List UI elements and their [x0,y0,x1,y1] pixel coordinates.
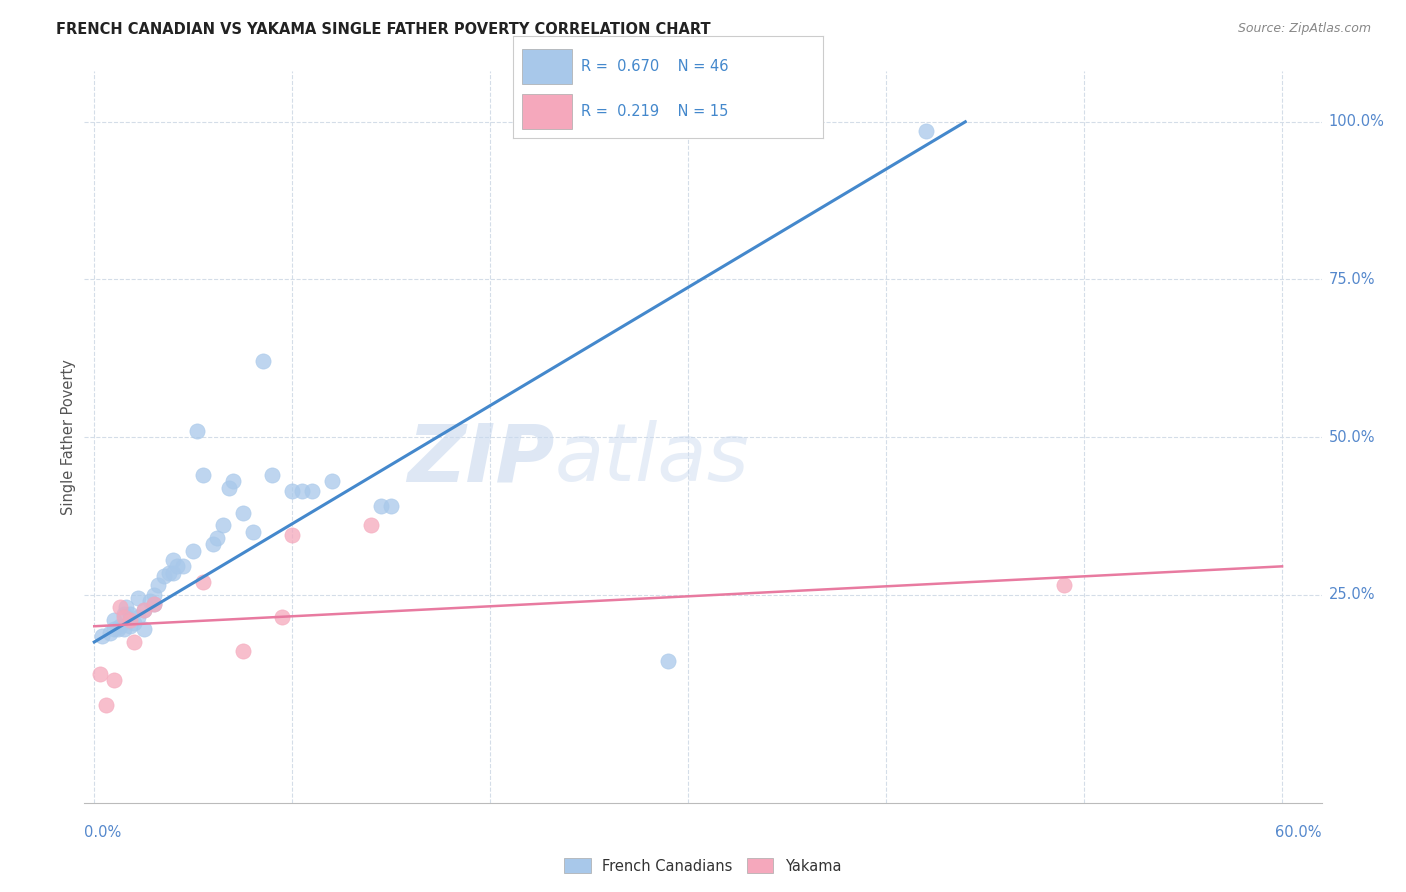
Point [103,613,125,627]
Point [186,424,208,438]
Point [159,566,181,580]
Point [202,537,225,551]
Text: atlas: atlas [554,420,749,498]
Point [252,354,274,368]
Point [657,654,679,668]
Text: 25.0%: 25.0% [1329,587,1375,602]
Point [281,528,304,542]
Point [91,629,114,643]
Point [191,575,214,590]
Text: 60.0%: 60.0% [1275,825,1322,840]
Text: 75.0%: 75.0% [1329,272,1375,287]
Point [222,474,245,488]
Point [205,531,228,545]
Point [118,613,141,627]
Text: 100.0%: 100.0% [1329,114,1385,129]
Point [127,609,149,624]
Point [132,603,155,617]
Point [162,566,184,580]
Point [360,518,382,533]
FancyBboxPatch shape [523,95,572,129]
Point [232,644,254,658]
Point [122,635,145,649]
Point [122,616,145,631]
Point [281,483,304,498]
Point [242,524,264,539]
Point [103,673,125,687]
Point [98,625,121,640]
Point [115,600,138,615]
Text: R =  0.670    N = 46: R = 0.670 N = 46 [581,59,728,74]
Point [262,467,284,482]
Point [146,578,169,592]
Point [162,553,184,567]
Point [112,609,135,624]
Point [218,481,240,495]
Point [380,500,402,514]
Text: FRENCH CANADIAN VS YAKAMA SINGLE FATHER POVERTY CORRELATION CHART: FRENCH CANADIAN VS YAKAMA SINGLE FATHER … [56,22,711,37]
Point [181,543,204,558]
Text: R =  0.219    N = 15: R = 0.219 N = 15 [581,104,728,120]
Point [172,559,194,574]
Point [94,698,117,712]
Point [112,607,135,621]
Point [142,597,165,611]
Point [291,483,314,498]
Point [142,597,165,611]
FancyBboxPatch shape [523,49,572,84]
Point [118,619,141,633]
Point [191,467,214,482]
Point [301,483,323,498]
Point [321,474,343,488]
Point [232,506,254,520]
Point [271,609,294,624]
Point [138,594,160,608]
Point [89,666,111,681]
Point [127,591,149,605]
Point [166,559,188,574]
Point [108,619,131,633]
Point [118,607,141,621]
Point [103,623,125,637]
Text: Source: ZipAtlas.com: Source: ZipAtlas.com [1237,22,1371,36]
Point [108,600,131,615]
Point [112,623,135,637]
Point [1053,578,1076,592]
Point [914,124,936,138]
Point [132,603,155,617]
Point [142,588,165,602]
Point [107,623,129,637]
Y-axis label: Single Father Poverty: Single Father Poverty [60,359,76,515]
Legend: French Canadians, Yakama: French Canadians, Yakama [558,853,848,880]
Point [212,518,235,533]
Text: 0.0%: 0.0% [84,825,121,840]
Point [370,500,392,514]
Text: ZIP: ZIP [408,420,554,498]
Point [152,569,174,583]
Point [132,623,155,637]
Text: 50.0%: 50.0% [1329,430,1375,444]
